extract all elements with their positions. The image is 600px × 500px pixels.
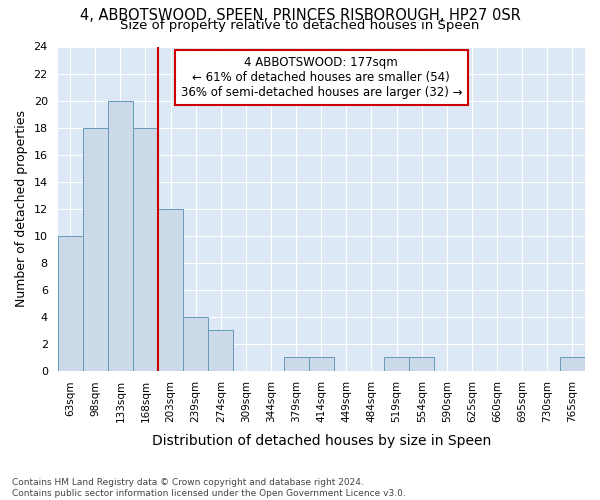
X-axis label: Distribution of detached houses by size in Speen: Distribution of detached houses by size … — [152, 434, 491, 448]
Bar — [58, 236, 83, 370]
Bar — [108, 100, 133, 370]
Bar — [208, 330, 233, 370]
Bar — [83, 128, 108, 370]
Bar — [133, 128, 158, 370]
Bar — [384, 357, 409, 370]
Bar — [158, 208, 183, 370]
Bar — [560, 357, 585, 370]
Bar — [183, 316, 208, 370]
Bar — [409, 357, 434, 370]
Bar — [284, 357, 309, 370]
Text: Size of property relative to detached houses in Speen: Size of property relative to detached ho… — [121, 19, 479, 32]
Text: 4, ABBOTSWOOD, SPEEN, PRINCES RISBOROUGH, HP27 0SR: 4, ABBOTSWOOD, SPEEN, PRINCES RISBOROUGH… — [80, 8, 520, 22]
Bar — [309, 357, 334, 370]
Text: 4 ABBOTSWOOD: 177sqm
← 61% of detached houses are smaller (54)
36% of semi-detac: 4 ABBOTSWOOD: 177sqm ← 61% of detached h… — [181, 56, 462, 99]
Y-axis label: Number of detached properties: Number of detached properties — [15, 110, 28, 307]
Text: Contains HM Land Registry data © Crown copyright and database right 2024.
Contai: Contains HM Land Registry data © Crown c… — [12, 478, 406, 498]
